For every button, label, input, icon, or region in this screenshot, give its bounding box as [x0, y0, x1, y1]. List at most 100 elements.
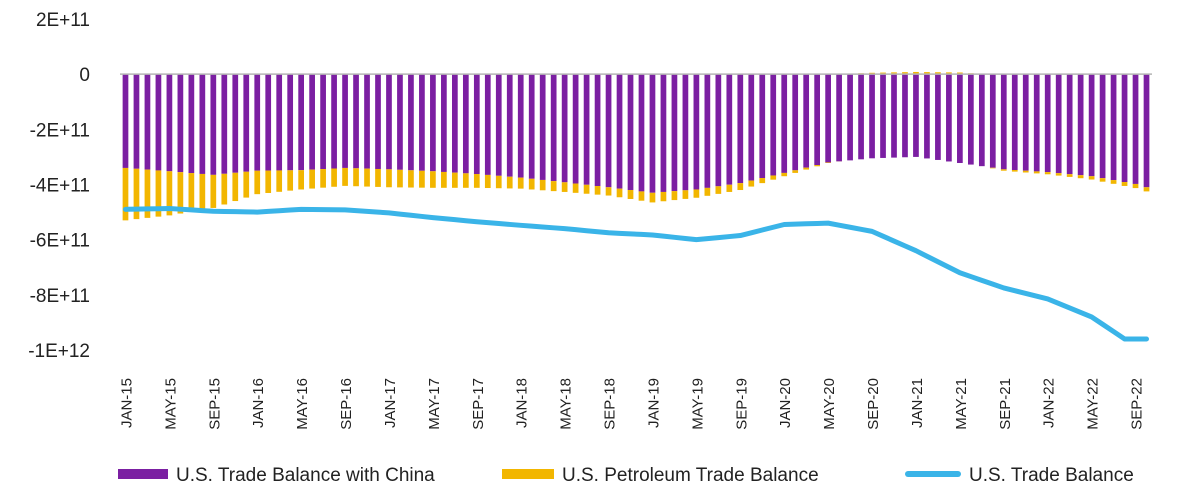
china-balance-bar [946, 74, 952, 161]
china-balance-bar [880, 74, 886, 158]
petroleum-balance-bar [441, 172, 447, 188]
petroleum-balance-bar [298, 170, 304, 189]
petroleum-balance-bar [1045, 172, 1051, 174]
petroleum-balance-bar [595, 186, 601, 195]
china-balance-bar [661, 74, 667, 192]
y-tick-label: 2E+11 [36, 10, 90, 31]
china-balance-bar [748, 74, 754, 180]
china-balance-bar [320, 74, 326, 169]
x-tick-label: MAY-16 [294, 378, 311, 430]
china-balance-bar [1023, 74, 1029, 171]
china-balance-bar [276, 74, 282, 170]
china-balance-bar [298, 74, 304, 170]
legend-label: U.S. Petroleum Trade Balance [562, 465, 819, 486]
petroleum-balance-bar [254, 171, 260, 194]
petroleum-balance-bar [606, 187, 612, 195]
china-balance-bar [1045, 74, 1051, 172]
petroleum-balance-bar [1100, 178, 1106, 182]
y-tick-label: 0 [79, 65, 90, 86]
x-tick-label: JAN-18 [514, 378, 531, 428]
x-tick-label: MAY-20 [821, 378, 838, 430]
petroleum-balance-bar [617, 189, 623, 198]
petroleum-balance-bar [1078, 175, 1084, 178]
china-balance-bar [759, 74, 765, 178]
china-balance-bar [243, 74, 249, 172]
china-balance-bar [529, 74, 535, 179]
china-balance-bar [265, 74, 271, 170]
x-tick-label: MAY-21 [953, 378, 970, 430]
petroleum-balance-bar [419, 171, 425, 188]
y-tick-label: -1E+12 [28, 341, 90, 362]
china-balance-bar [1111, 74, 1117, 180]
petroleum-balance-bar [507, 177, 513, 189]
petroleum-balance-bar [726, 185, 732, 192]
petroleum-balance-bar [990, 168, 996, 169]
china-balance-bar [737, 74, 743, 183]
china-balance-bar [123, 74, 129, 168]
petroleum-balance-bar [759, 178, 765, 183]
petroleum-balance-bar [353, 168, 359, 186]
x-tick-label: SEP-20 [865, 378, 882, 430]
china-balance-bar [1067, 74, 1073, 174]
x-tick-label: JAN-21 [909, 378, 926, 428]
china-balance-bar [1122, 74, 1128, 182]
legend-label: U.S. Trade Balance with China [176, 465, 435, 486]
china-balance-bar [562, 74, 568, 182]
petroleum-balance-bar [672, 191, 678, 200]
y-tick-label: -2E+11 [30, 120, 90, 141]
petroleum-balance-bar [694, 189, 700, 197]
y-tick-label: -6E+11 [30, 231, 90, 252]
petroleum-balance-bar [1089, 176, 1095, 179]
china-balance-bar [1034, 74, 1040, 171]
petroleum-balance-bar [650, 193, 656, 203]
petroleum-balance-bar [529, 179, 535, 190]
petroleum-balance-bar [551, 181, 557, 191]
x-tick-label: SEP-17 [470, 378, 487, 430]
petroleum-balance-bar [781, 173, 787, 176]
china-balance-bar [156, 74, 162, 170]
legend-swatch [118, 469, 168, 479]
china-balance-bar [606, 74, 612, 187]
petroleum-balance-bar [1001, 169, 1007, 170]
china-balance-bar [902, 74, 908, 157]
petroleum-balance-bar [803, 168, 809, 170]
china-balance-bar [628, 74, 634, 190]
trade-balance-line [125, 209, 1146, 339]
china-balance-bar [375, 74, 381, 169]
petroleum-balance-bar [430, 171, 436, 188]
china-balance-bar [364, 74, 370, 168]
x-tick-label: SEP-18 [602, 378, 619, 430]
x-tick-label: SEP-22 [1129, 378, 1146, 430]
china-balance-bar [1001, 74, 1007, 169]
china-balance-bar [584, 74, 590, 185]
china-balance-bar [452, 74, 458, 172]
china-balance-bar [803, 74, 809, 168]
petroleum-balance-bar [562, 182, 568, 192]
china-balance-bar [781, 74, 787, 173]
china-balance-bar [683, 74, 689, 190]
china-balance-bar [573, 74, 579, 183]
china-balance-bar [518, 74, 524, 177]
petroleum-balance-bar [1067, 174, 1073, 177]
china-balance-bar [1012, 74, 1018, 170]
china-balance-bar [167, 74, 173, 171]
legend-swatch [502, 469, 554, 479]
china-balance-bar [847, 74, 853, 160]
x-tick-label: JAN-17 [382, 378, 399, 428]
petroleum-balance-bar [540, 180, 546, 190]
petroleum-balance-bar [1056, 173, 1062, 175]
china-balance-bar [1078, 74, 1084, 175]
x-tick-label: SEP-16 [338, 378, 355, 430]
petroleum-balance-bar [628, 190, 634, 199]
china-balance-bar [650, 74, 656, 193]
petroleum-balance-bar [1012, 170, 1018, 172]
y-axis-ticks: 2E+110-2E+11-4E+11-6E+11-8E+11-1E+12 [28, 10, 90, 362]
petroleum-balance-bar [265, 171, 271, 193]
china-balance-bar [705, 74, 711, 188]
china-balance-bar [639, 74, 645, 191]
china-balance-bar [419, 74, 425, 171]
petroleum-balance-bar [243, 172, 249, 198]
china-balance-bar [441, 74, 447, 172]
